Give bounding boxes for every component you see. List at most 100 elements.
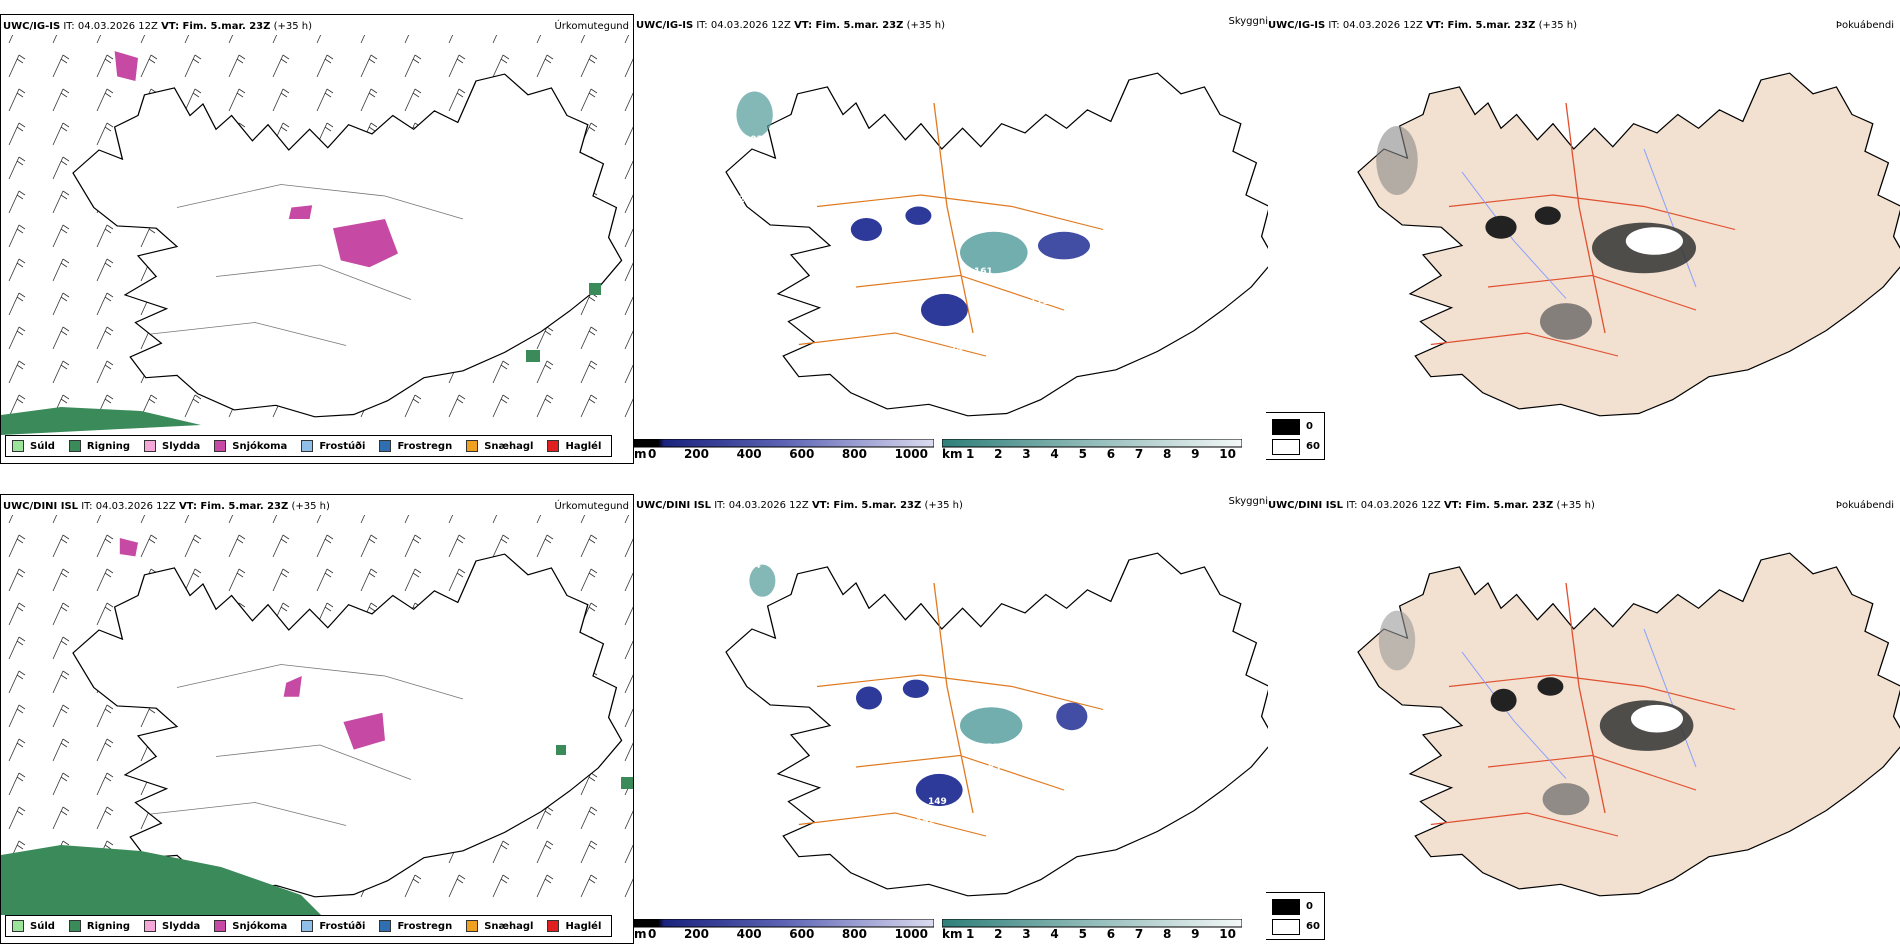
cloud-label: 84 [902, 849, 915, 859]
visibility-tick: 5 [1078, 927, 1087, 941]
panel-header: UWC/IG-IS IT: 04.03.2026 12Z VT: Fim. 5.… [1268, 20, 1578, 31]
visibility-unit: km [942, 447, 963, 461]
legend-item: Frostúði [301, 440, 365, 452]
cloud-label: 74 [950, 345, 963, 355]
legend-item: Rigning [68, 440, 130, 452]
cloudbase-tick: 200 [683, 927, 710, 941]
cloud-label: 132 [926, 365, 945, 375]
legend-swatch [214, 920, 227, 932]
visibility-tick: 9 [1191, 927, 1200, 941]
cloudbase-tick: 800 [841, 447, 867, 461]
precip-panel-bottom: UWC/DINI ISL IT: 04.03.2026 12Z VT: Fim.… [0, 494, 634, 944]
visibility-tick: 6 [1106, 447, 1116, 461]
visibility-tick: 4 [1050, 447, 1059, 461]
fog-legend-light-label: 60 [1306, 441, 1320, 452]
cloudbase-tick: 200 [683, 447, 710, 461]
fog-panel-bottom: UWC/DINI ISL IT: 04.03.2026 12Z VT: Fim.… [1266, 494, 1900, 944]
fog-legend-dark-label: 0 [1306, 901, 1313, 912]
legend-item: Haglél [547, 920, 601, 932]
cloud-label: 152 [916, 817, 935, 827]
legend-item: Snæhagl [466, 920, 533, 932]
precip-panel-top: UWC/IG-IS IT: 04.03.2026 12Z VT: Fim. 5.… [0, 14, 634, 464]
visibility-tick: 2 [994, 927, 1003, 941]
fog-legend-dark-swatch [1272, 899, 1300, 915]
fog-legend-light-label: 60 [1306, 921, 1320, 932]
cloud-label: 202 [726, 195, 745, 205]
panel-header: UWC/IG-IS IT: 04.03.2026 12Z VT: Fim. 5.… [636, 20, 946, 31]
cloud-label: 159 [980, 743, 999, 753]
cloud-label: 144 [742, 561, 761, 571]
visibility-tick: 7 [1134, 447, 1144, 461]
cloud-label: 83 [988, 763, 1001, 773]
cloud-label: 107 [898, 387, 917, 397]
cloudbase-unit: m [634, 927, 647, 941]
fog-legend-dark-swatch [1272, 419, 1300, 435]
legend-swatch [301, 440, 314, 452]
visibility-tick: 1 [966, 447, 975, 461]
precip-map [1, 35, 633, 435]
visibility-tick: 6 [1106, 927, 1116, 941]
cloudbase-tick: 400 [736, 927, 762, 941]
cloud-panel-top: UWC/IG-IS IT: 04.03.2026 12Z VT: Fim. 5.… [634, 14, 1268, 464]
cloudbase-tick: 800 [841, 927, 867, 941]
legend-item: Frostúði [301, 920, 365, 932]
cloud-panel-bottom: UWC/DINI ISL IT: 04.03.2026 12Z VT: Fim.… [634, 494, 1268, 944]
cloud-label: 68 [862, 257, 875, 267]
fog-panel-top: UWC/IG-IS IT: 04.03.2026 12Z VT: Fim. 5.… [1266, 14, 1900, 464]
fog-legend: 0 60 [1266, 892, 1325, 940]
cloud-labels: 144 71 51 159 83 75 149 152 89 98 84 87 … [742, 561, 1047, 865]
cloud-label: 172 [732, 85, 751, 95]
visibility-tick: 5 [1078, 447, 1087, 461]
cloud-map: 144 71 51 159 83 75 149 152 89 98 84 87 … [725, 552, 1268, 897]
fog-legend-light-swatch [1272, 919, 1300, 935]
panel-title: Úrkomutegund [554, 501, 629, 512]
legend-swatch [466, 440, 479, 452]
fog-legend-light-swatch [1272, 439, 1300, 455]
legend-swatch [144, 920, 157, 932]
legend-item: Slydda [144, 920, 200, 932]
visibility-tick: 1 [966, 927, 975, 941]
visibility-tick: 9 [1191, 447, 1200, 461]
cloud-label: 110 [984, 299, 1003, 309]
cloud-label: 75 [1034, 767, 1047, 777]
cloud-label: 66 [1010, 337, 1023, 347]
panel-title: Úrkomutegund [554, 21, 629, 32]
cloudbase-tick: 1000 [894, 927, 928, 941]
legend-swatch [12, 920, 24, 932]
cloudbase-tick: 400 [736, 447, 762, 461]
precip-legend: Súld Rigning Slydda Snjókoma Frostúði Fr… [5, 915, 613, 937]
cloud-label: 149 [928, 797, 947, 807]
visibility-colorbar: km 1 2 3 4 5 6 7 8 9 10 [941, 438, 1243, 464]
visibility-unit: km [942, 927, 963, 941]
cloudbase-colorbar: m 0 200 400 600 800 1000 [634, 438, 935, 464]
precip-legend: Súld Rigning Slydda Snjókoma Frostúði Fr… [5, 435, 613, 457]
visibility-tick: 10 [1219, 447, 1236, 461]
visibility-tick: 3 [1022, 447, 1031, 461]
legend-swatch [68, 920, 81, 932]
legend-swatch [379, 920, 392, 932]
visibility-tick: 10 [1219, 927, 1236, 941]
cloud-labels: 172 103 202 68 81 161 110 80 94 77 74 81… [726, 85, 1061, 397]
legend-item: Snjókoma [214, 920, 287, 932]
cloudbase-tick: 1000 [894, 447, 928, 461]
cloudbase-tick: 0 [648, 447, 657, 461]
visibility-tick: 2 [994, 447, 1003, 461]
legend-swatch [144, 440, 157, 452]
legend-swatch [547, 920, 560, 932]
cloud-label: 89 [1010, 811, 1023, 821]
cloud-label: 80 [1048, 271, 1061, 281]
legend-item: Haglél [547, 440, 601, 452]
fog-legend-dark-label: 0 [1306, 421, 1313, 432]
cloudbase-unit: m [634, 447, 647, 461]
legend-item: Snjókoma [214, 440, 287, 452]
cloud-label: 161 [974, 267, 993, 277]
visibility-tick: 7 [1134, 927, 1144, 941]
legend-item: Frostregn [379, 440, 452, 452]
legend-swatch [68, 440, 81, 452]
cloudbase-tick: 600 [789, 927, 815, 941]
legend-swatch [214, 440, 227, 452]
cloudbase-colorbar: m 0 200 400 600 800 1000 [634, 918, 935, 944]
cloud-label: 81 [914, 247, 927, 257]
panel-title: Þokuábendi [1835, 500, 1894, 511]
cloud-label: 87 [916, 855, 929, 865]
